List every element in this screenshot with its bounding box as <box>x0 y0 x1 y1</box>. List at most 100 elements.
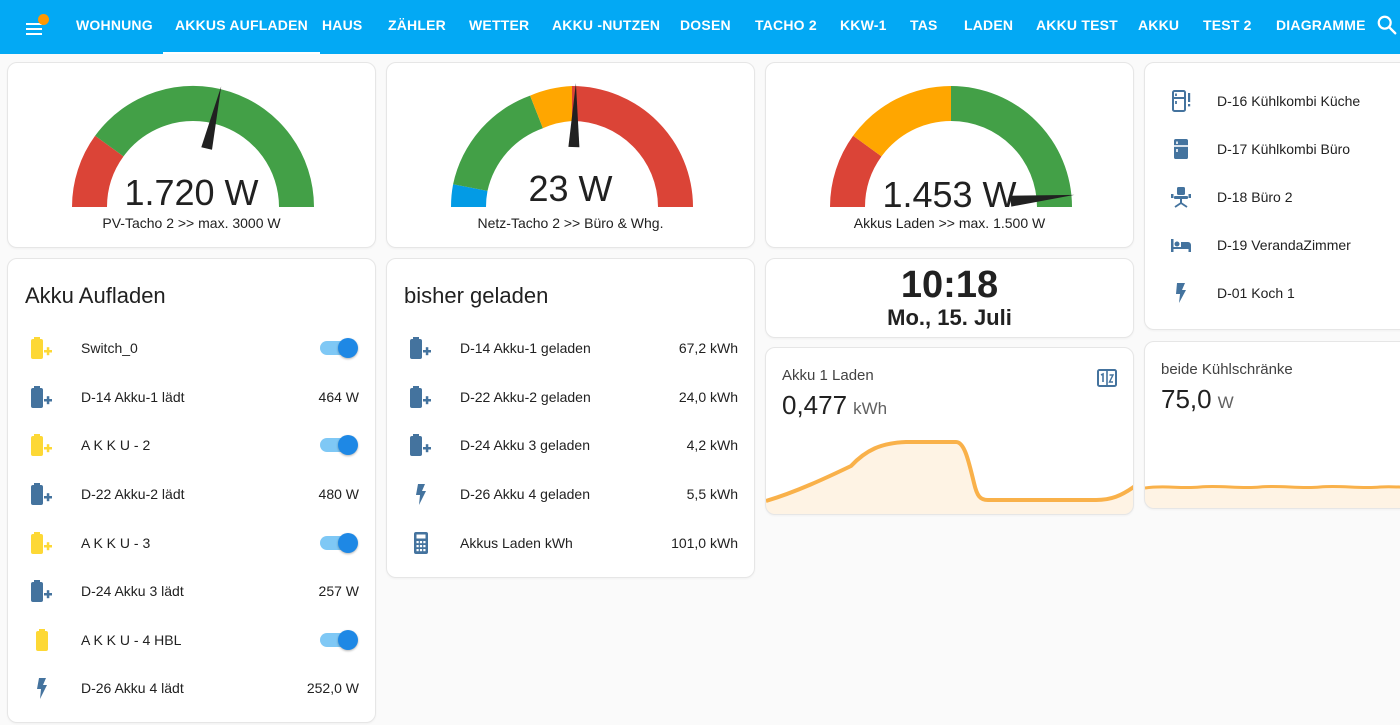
row-value: 5,5 kWh <box>686 486 738 502</box>
tab-zaehler[interactable]: ZÄHLER <box>388 17 446 33</box>
list-row[interactable]: D-14 Akku-1 lädt 464 W <box>8 373 375 422</box>
device-name: D-17 Kühlkombi Büro <box>1217 141 1351 157</box>
flash-icon <box>416 484 426 505</box>
gauge-label: Akkus Laden >> max. 1.500 W <box>853 215 1046 231</box>
tab-tacho-2[interactable]: TACHO 2 <box>755 17 817 33</box>
gauge-label: Netz-Tacho 2 >> Büro & Whg. <box>477 215 664 231</box>
row-value: 480 W <box>318 486 359 502</box>
row-value: 464 W <box>318 389 359 405</box>
list-row[interactable]: Akkus Laden kWh 101,0 kWh <box>387 519 754 568</box>
flash-icon <box>1176 283 1186 303</box>
akku-aufladen-card: Akku Aufladen Switch_0 D-14 Akku-1 lädt … <box>7 258 376 723</box>
list-row[interactable]: D-22 Akku-2 geladen 24,0 kWh <box>387 373 754 422</box>
gauge-value: 23 W <box>528 168 613 209</box>
sensor-history-graph <box>766 440 1133 514</box>
device-row[interactable]: D-01 Koch 1 <box>1145 269 1400 317</box>
sensor-card-kuehlschraenke[interactable]: beide Kühlschränke 75,0 W <box>1144 341 1400 509</box>
tab-akku[interactable]: AKKU <box>1138 17 1180 33</box>
row-value: 4,2 kWh <box>686 437 738 453</box>
row-label: D-24 Akku 3 lädt <box>81 583 184 599</box>
gauge-card-pv[interactable]: 1.720 W PV-Tacho 2 >> max. 3000 W <box>7 62 376 248</box>
tab-akku-test[interactable]: AKKU TEST <box>1036 17 1118 33</box>
row-value: 101,0 kWh <box>671 535 738 551</box>
search-icon[interactable] <box>1376 14 1398 36</box>
devices-card: D-16 Kühlkombi Küche D-17 Kühlkombi Büro… <box>1144 62 1400 330</box>
bisher-geladen-card: bisher geladen D-14 Akku-1 geladen 67,2 … <box>386 258 755 578</box>
battery-charging-icon <box>31 532 52 554</box>
gauge-segment-green <box>453 95 543 191</box>
gauge-value: 1.720 W <box>124 172 259 213</box>
list-row[interactable]: Switch_0 <box>8 324 375 373</box>
device-row[interactable]: D-18 Büro 2 <box>1145 173 1400 221</box>
gauge-pv <box>71 85 315 207</box>
tab-akku-nutzen[interactable]: AKKU -NUTZEN <box>552 17 661 33</box>
row-value: 252,0 W <box>306 680 359 696</box>
row-label: D-24 Akku 3 geladen <box>460 437 590 453</box>
list-row[interactable]: D-14 Akku-1 geladen 67,2 kWh <box>387 324 754 373</box>
sensor-name: Akku 1 Laden <box>782 367 874 384</box>
clock-date: Mo., 15. Juli <box>887 305 1012 330</box>
sensor-card-akku1[interactable]: Akku 1 Laden 0,477 kWh <box>765 347 1134 515</box>
switch-toggle[interactable] <box>320 630 358 650</box>
gauge-needle <box>1010 194 1075 207</box>
fridge-icon <box>1174 139 1188 159</box>
notification-badge <box>38 14 49 25</box>
sensor-unit: W <box>1217 393 1234 412</box>
device-row[interactable]: D-19 VerandaZimmer <box>1145 221 1400 269</box>
list-row[interactable]: D-26 Akku 4 lädt 252,0 W <box>8 664 375 713</box>
gauge-needle <box>201 86 222 150</box>
row-label: A K K U - 4 HBL <box>81 632 182 648</box>
card-title: Akku Aufladen <box>25 283 166 308</box>
list-row[interactable]: D-26 Akku 4 geladen 5,5 kWh <box>387 470 754 519</box>
gauge-segment-red <box>830 135 882 207</box>
desk-chair-icon <box>1171 187 1191 208</box>
switch-toggle[interactable] <box>320 533 358 553</box>
gauge-card-netz[interactable]: 23 W Netz-Tacho 2 >> Büro & Whg. <box>386 62 755 248</box>
counter-icon <box>1097 369 1117 387</box>
device-row[interactable]: D-17 Kühlkombi Büro <box>1145 125 1400 173</box>
card-title: bisher geladen <box>404 283 549 308</box>
list-row[interactable]: A K K U - 4 HBL <box>8 616 375 665</box>
list-row[interactable]: D-24 Akku 3 geladen 4,2 kWh <box>387 421 754 470</box>
tab-haus[interactable]: HAUS <box>322 17 363 33</box>
tab-laden[interactable]: LADEN <box>964 17 1014 33</box>
row-label: D-26 Akku 4 lädt <box>81 680 184 696</box>
gauge-card-akkus-laden[interactable]: 1.453 W Akkus Laden >> max. 1.500 W <box>765 62 1134 248</box>
tab-dosen[interactable]: DOSEN <box>680 17 731 33</box>
row-label: D-22 Akku-2 geladen <box>460 389 591 405</box>
device-name: D-01 Koch 1 <box>1217 285 1295 301</box>
battery-charging-icon <box>31 434 52 456</box>
sensor-name: beide Kühlschränke <box>1161 361 1293 378</box>
fridge-alert-icon <box>1172 90 1191 112</box>
battery-charging-icon <box>410 337 431 359</box>
gauge-segment-amber <box>853 85 951 157</box>
tab-akkus-aufladen[interactable]: AKKUS AUFLADEN <box>163 0 320 54</box>
tab-diagramme[interactable]: DIAGRAMME <box>1276 17 1366 33</box>
clock-card: 10:18 Mo., 15. Juli <box>765 258 1134 338</box>
tab-wetter[interactable]: WETTER <box>469 17 530 33</box>
switch-toggle[interactable] <box>320 435 358 455</box>
list-row[interactable]: A K K U - 2 <box>8 421 375 470</box>
device-name: D-18 Büro 2 <box>1217 189 1293 205</box>
row-label: A K K U - 3 <box>81 535 151 551</box>
row-value: 257 W <box>318 583 359 599</box>
gauge-segment-red <box>71 135 124 207</box>
battery-charging-icon <box>31 483 52 505</box>
bed-icon <box>1171 239 1191 252</box>
gauge-akkus-laden <box>830 85 1075 207</box>
tab-tas[interactable]: TAS <box>910 17 938 33</box>
list-row[interactable]: D-24 Akku 3 lädt 257 W <box>8 567 375 616</box>
tab-wohnung[interactable]: WOHNUNG <box>76 17 153 33</box>
tab-test-2[interactable]: TEST 2 <box>1203 17 1252 33</box>
row-value: 67,2 kWh <box>678 340 738 356</box>
menu-icon[interactable] <box>22 14 50 38</box>
row-label: D-14 Akku-1 geladen <box>460 340 591 356</box>
device-row[interactable]: D-16 Kühlkombi Küche <box>1145 77 1400 125</box>
tab-kkw-1[interactable]: KKW-1 <box>840 17 887 33</box>
list-row[interactable]: A K K U - 3 <box>8 519 375 568</box>
battery-icon <box>36 629 48 651</box>
switch-toggle[interactable] <box>320 338 358 358</box>
gauge-needle <box>568 83 580 148</box>
gauge-segment-green <box>95 85 315 207</box>
list-row[interactable]: D-22 Akku-2 lädt 480 W <box>8 470 375 519</box>
